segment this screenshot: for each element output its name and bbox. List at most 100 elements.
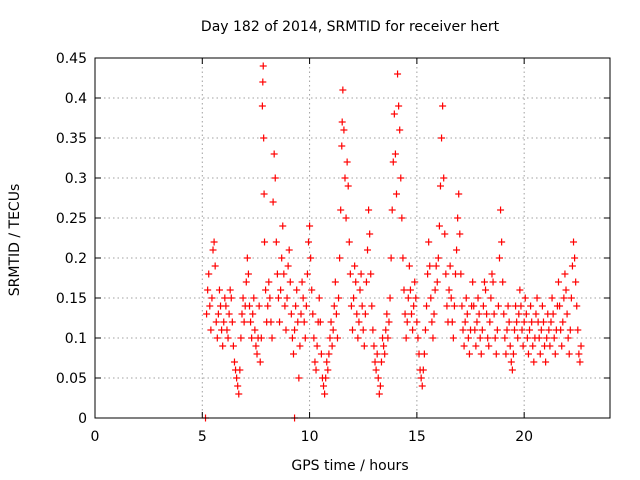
y-tick-label: 0.05 <box>56 371 87 387</box>
data-point <box>413 318 421 326</box>
data-point <box>294 318 302 326</box>
data-point <box>463 310 471 318</box>
data-point <box>362 278 370 286</box>
data-point <box>411 278 419 286</box>
data-point <box>505 318 513 326</box>
data-point <box>571 254 579 262</box>
y-tick-label: 0.25 <box>56 211 87 227</box>
data-point <box>306 222 314 230</box>
data-point <box>238 310 246 318</box>
data-point <box>322 374 330 382</box>
data-point <box>269 198 277 206</box>
data-point <box>535 334 543 342</box>
data-point <box>271 174 279 182</box>
data-point <box>414 334 422 342</box>
data-point <box>488 270 496 278</box>
data-point <box>417 374 425 382</box>
data-point <box>277 286 285 294</box>
data-point <box>574 326 582 334</box>
data-point <box>243 254 251 262</box>
data-point <box>563 310 571 318</box>
data-point <box>383 310 391 318</box>
data-point <box>425 238 433 246</box>
data-point <box>302 302 310 310</box>
data-point <box>288 334 296 342</box>
data-point <box>559 318 567 326</box>
data-point <box>233 374 241 382</box>
data-point <box>420 350 428 358</box>
data-point <box>260 190 268 198</box>
data-point <box>327 318 335 326</box>
data-point <box>259 62 267 70</box>
data-point <box>365 206 373 214</box>
data-point <box>454 214 462 222</box>
data-point <box>403 318 411 326</box>
data-point <box>513 318 521 326</box>
data-point <box>347 302 355 310</box>
data-point <box>427 294 435 302</box>
data-point <box>385 318 393 326</box>
data-point <box>485 342 493 350</box>
data-point <box>343 158 351 166</box>
data-point <box>339 86 347 94</box>
data-point <box>524 350 532 358</box>
data-point <box>281 302 289 310</box>
data-point <box>276 318 284 326</box>
data-point <box>377 358 385 366</box>
data-point <box>251 326 259 334</box>
data-point <box>208 294 216 302</box>
data-point <box>212 318 220 326</box>
data-point <box>550 334 558 342</box>
data-point <box>257 334 265 342</box>
data-point <box>311 358 319 366</box>
data-point <box>224 334 232 342</box>
data-point <box>476 334 484 342</box>
data-point <box>462 294 470 302</box>
data-point <box>434 254 442 262</box>
x-tick-label: 15 <box>408 429 426 445</box>
data-point <box>453 246 461 254</box>
data-point <box>518 326 526 334</box>
data-point <box>324 366 332 374</box>
data-point <box>418 382 426 390</box>
axis-ticks <box>94 57 610 419</box>
data-point <box>223 326 231 334</box>
data-point <box>567 294 575 302</box>
data-point <box>246 302 253 310</box>
data-point <box>514 334 522 342</box>
data-point <box>299 294 307 302</box>
data-point <box>484 334 492 342</box>
data-point <box>399 254 407 262</box>
data-point <box>500 310 508 318</box>
data-point <box>446 262 454 270</box>
data-points <box>202 62 585 422</box>
x-tick-labels: 0 5 10 15 20 <box>91 429 534 445</box>
data-point <box>345 238 353 246</box>
data-point <box>358 302 366 310</box>
data-point <box>272 238 280 246</box>
data-point <box>521 294 529 302</box>
data-point <box>308 286 316 294</box>
data-point <box>428 318 436 326</box>
data-point <box>405 262 413 270</box>
data-point <box>287 310 295 318</box>
data-point <box>204 286 212 294</box>
data-point <box>436 182 444 190</box>
data-point <box>244 270 252 278</box>
data-point <box>326 334 334 342</box>
data-point <box>307 254 315 262</box>
data-point <box>402 334 410 342</box>
data-point <box>248 334 256 342</box>
data-point <box>546 342 554 350</box>
y-tick-label: 0.45 <box>56 51 87 67</box>
data-point <box>215 286 223 294</box>
data-point <box>313 342 321 350</box>
data-point <box>555 278 562 286</box>
data-point <box>255 302 263 310</box>
data-point <box>293 286 301 294</box>
plot-frame <box>94 57 611 419</box>
data-point <box>409 326 417 334</box>
data-point <box>320 382 328 390</box>
data-point <box>439 102 447 110</box>
